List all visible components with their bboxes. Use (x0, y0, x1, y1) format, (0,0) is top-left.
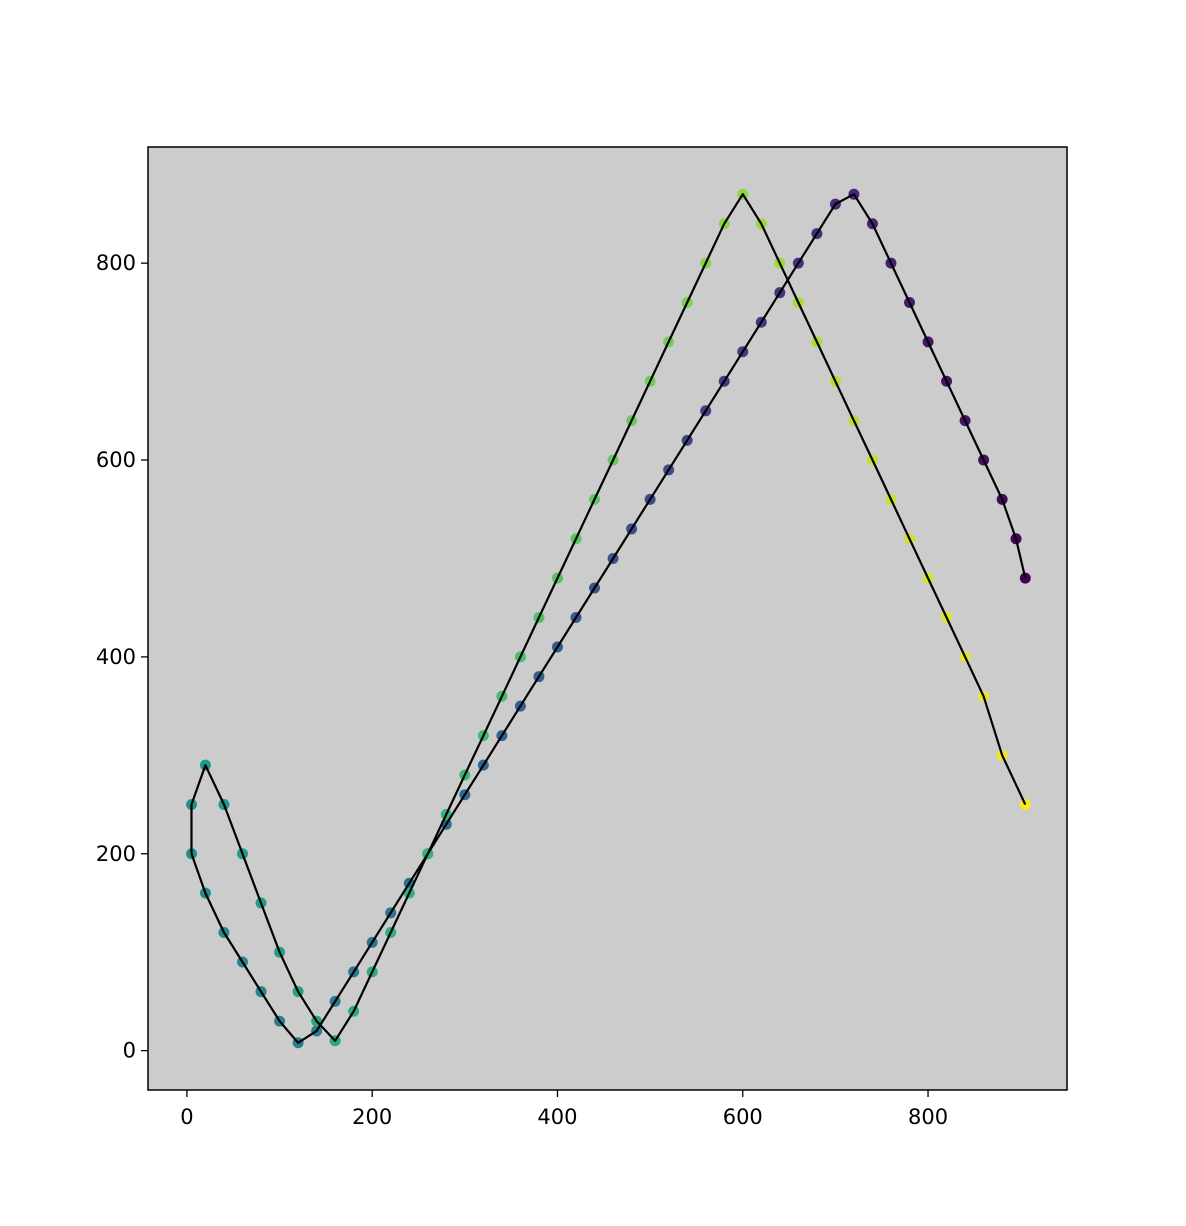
city-point (1019, 799, 1031, 811)
y-axis: 0 200 400 600 800 (96, 251, 148, 1063)
y-tick-label: 400 (96, 645, 136, 669)
plot-frame (147, 146, 1068, 1091)
y-tick-label: 200 (96, 842, 136, 866)
x-tick-label: 0 (180, 1105, 193, 1129)
x-tick-label: 400 (537, 1105, 577, 1129)
x-tick-label: 800 (908, 1105, 948, 1129)
tour-path (190, 193, 1027, 1044)
y-tick-label: 600 (96, 448, 136, 472)
city-point (1019, 572, 1031, 584)
y-tick-label: 800 (96, 251, 136, 275)
tour-line (190, 193, 1027, 1044)
x-tick-label: 200 (352, 1105, 392, 1129)
plot-background (148, 147, 1067, 1090)
x-axis: 0 200 400 600 800 (180, 1090, 948, 1129)
x-tick-label: 600 (723, 1105, 763, 1129)
y-tick-label: 0 (123, 1039, 136, 1063)
